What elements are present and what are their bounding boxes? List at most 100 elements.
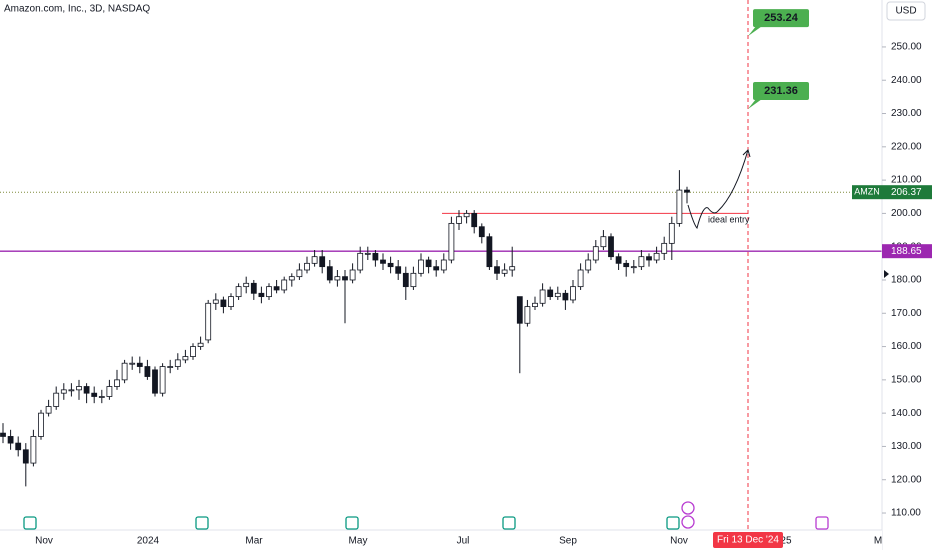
candle-body <box>53 392 60 407</box>
candle-body <box>30 436 37 464</box>
price-pointer <box>884 270 889 278</box>
axis-layer: 110.00 120.00 130.00 140.00 150.00 160.00 170.… <box>35 42 932 548</box>
candle-body <box>190 346 196 357</box>
candle-body <box>471 212 478 228</box>
candle-body <box>623 262 630 268</box>
candle-body <box>136 362 143 367</box>
earnings-icon[interactable] <box>815 516 829 530</box>
candle-body <box>250 282 257 294</box>
time-axis <box>0 530 882 550</box>
candle-body <box>494 266 500 274</box>
x-tick-label: Sep <box>559 536 577 547</box>
candle-body <box>554 292 561 298</box>
candle-body <box>653 252 660 261</box>
x-tick-label: Jul <box>457 536 470 547</box>
event-icons <box>23 501 829 530</box>
earnings-icon[interactable] <box>666 516 680 530</box>
date-label: Fri 13 Dec '24 <box>717 535 779 546</box>
candle-body <box>425 259 432 268</box>
candle-body <box>615 256 622 264</box>
candle-body <box>410 272 417 288</box>
candle-body <box>182 356 189 361</box>
target-label: 231.36 <box>764 85 798 97</box>
candle-body <box>167 366 174 368</box>
last-price-box <box>882 185 932 200</box>
symbol-box <box>852 185 882 200</box>
candle-body <box>395 266 402 274</box>
projection-path <box>687 149 749 229</box>
candle-body <box>76 386 82 391</box>
candle-body <box>349 269 356 281</box>
annotation: ideal entry <box>708 214 750 224</box>
candle-body <box>228 296 234 308</box>
y-tick-label: 220.00 <box>891 141 922 152</box>
candle-body <box>646 256 652 261</box>
candle-body <box>144 366 151 377</box>
candle-body <box>129 362 136 365</box>
candle-body <box>281 279 288 291</box>
candle-body <box>630 266 637 269</box>
candle-body <box>562 292 569 301</box>
candle-body <box>661 242 668 254</box>
y-tick-label: 250.00 <box>891 42 922 53</box>
candle-body <box>83 386 90 394</box>
date-box <box>713 532 783 548</box>
x-tick-label: 2024 <box>137 536 160 547</box>
candle-body <box>676 189 683 224</box>
earnings-icon[interactable] <box>195 516 209 530</box>
candle-body <box>45 406 52 414</box>
candle-body <box>380 259 386 264</box>
candle-body <box>456 216 462 224</box>
candle-body <box>15 442 22 451</box>
candle-body <box>258 292 265 298</box>
y-tick-label: 180.00 <box>891 275 922 286</box>
earnings-icon[interactable] <box>23 516 37 530</box>
candle-body <box>304 262 310 271</box>
event-icon[interactable] <box>681 501 695 515</box>
candle-body <box>509 266 516 271</box>
x-tick-label: Mar <box>245 536 263 547</box>
candle-body <box>273 286 280 291</box>
candle-body <box>342 276 348 281</box>
candle-body <box>638 256 645 268</box>
candle-body <box>205 302 212 341</box>
candle-body <box>38 412 44 437</box>
candle-body <box>372 252 379 261</box>
candle-body <box>288 276 295 281</box>
candle-body <box>364 252 371 255</box>
x-tick-label: Nov <box>670 536 688 547</box>
target-box <box>753 9 809 28</box>
target-box <box>753 81 809 100</box>
candle-body <box>524 306 531 324</box>
candle-body <box>243 282 250 288</box>
candle-body <box>98 396 105 398</box>
candle-body <box>486 236 493 268</box>
level-label: 188.65 <box>891 246 922 257</box>
currency: USD <box>895 6 916 17</box>
candle-body <box>608 236 614 258</box>
projection-arrowhead <box>742 149 751 158</box>
candle-body <box>68 389 75 392</box>
earnings-icon[interactable] <box>345 516 359 530</box>
earnings-icon[interactable] <box>502 516 516 530</box>
x-tick-label: M <box>874 536 882 547</box>
candle-body <box>114 379 120 387</box>
candle-body <box>60 389 67 394</box>
candle-body <box>463 212 470 218</box>
currency-box[interactable] <box>886 1 926 21</box>
x-tick-label: May <box>349 536 368 547</box>
plot-area: 253.24 231.36 <box>0 0 882 530</box>
candle-body <box>577 269 584 288</box>
candle-body <box>152 369 158 394</box>
candle-body <box>448 222 455 261</box>
candle-body <box>106 386 113 397</box>
candle-body <box>418 259 424 274</box>
event-icon[interactable] <box>681 515 695 529</box>
target-label: 253.24 <box>764 12 799 24</box>
y-tick-label: 110.00 <box>891 508 921 519</box>
candle-body <box>387 262 394 268</box>
candle-body <box>319 256 326 268</box>
candle-body <box>235 286 242 298</box>
candle-body <box>478 226 485 238</box>
